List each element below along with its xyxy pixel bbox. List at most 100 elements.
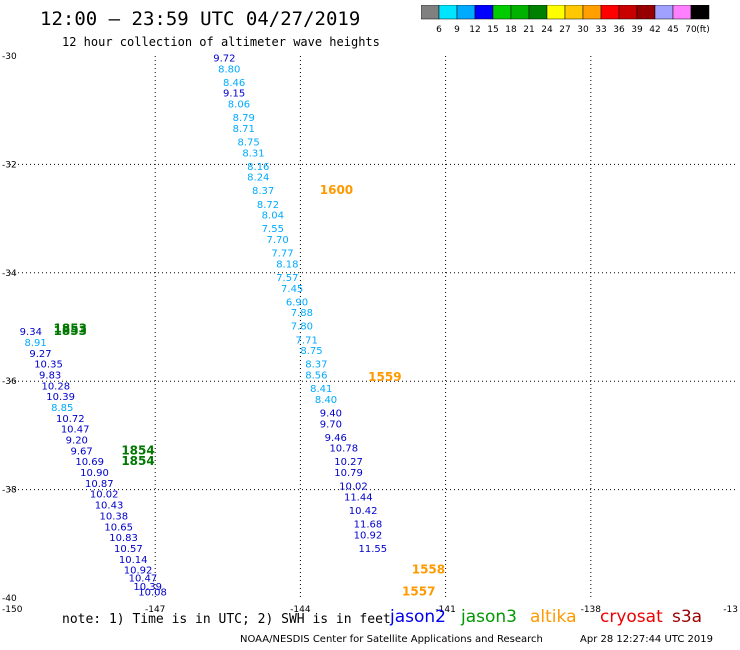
- swh-label-altika: 7.57: [276, 273, 298, 284]
- swh-label-jason3: 10.57: [114, 544, 143, 555]
- swh-label-altika: 7.45: [281, 284, 303, 295]
- swh-label-jason3: 9.34: [20, 327, 42, 338]
- map-subtitle: 12 hour collection of altimeter wave hei…: [62, 35, 380, 49]
- colorbar-swatch: [690, 5, 710, 20]
- lat-tick-label: -38: [2, 486, 17, 496]
- pass-time-label: 1559: [368, 370, 401, 384]
- colorbar-tick-label: 9: [454, 25, 460, 35]
- satellite-label-jason3: jason3: [461, 607, 517, 627]
- swh-label-jason3: 9.27: [29, 349, 51, 360]
- swh-label-jason3: 10.83: [109, 533, 138, 544]
- colorbar-tick-label: 45: [667, 25, 678, 35]
- swh-label-altika: 9.70: [320, 419, 342, 430]
- swh-label-jason3: 10.69: [75, 457, 104, 468]
- swh-label-jason3: 10.87: [85, 479, 114, 490]
- pass-time-label: 1558: [412, 563, 445, 577]
- swh-label-jason3: 10.92: [124, 566, 153, 577]
- colorbar-tick-label: 24: [541, 25, 553, 35]
- lon-tick-label: -138: [581, 605, 602, 615]
- colorbar-tick-label: 6: [436, 25, 442, 35]
- swh-label-jason3: 10.47: [61, 425, 90, 436]
- colorbar-tick-label: 15: [487, 25, 498, 35]
- swh-label-altika: 9.72: [213, 53, 235, 64]
- colorbar-tick-label: 27: [559, 25, 570, 35]
- swh-label-altika: 8.79: [233, 113, 255, 124]
- units-note: note: 1) Time is in UTC; 2) SWH is in fe…: [62, 612, 391, 627]
- colorbar-tick-label: 70: [685, 25, 697, 35]
- swh-label-altika: 8.37: [252, 186, 274, 197]
- swh-label-altika: 7.71: [296, 335, 318, 346]
- swh-label-altika: 8.46: [223, 78, 245, 89]
- swh-label-jason3: 9.67: [71, 446, 93, 457]
- swh-label-altika: 8.56: [305, 370, 327, 381]
- satellite-label-altika: altika: [530, 607, 577, 627]
- map-title: 12:00 – 23:59 UTC 04/27/2019: [40, 8, 361, 30]
- colorbar-tick-label: 21: [523, 25, 534, 35]
- swh-label-jason3: 10.39: [46, 392, 75, 403]
- pass-time-label: 1854: [121, 443, 154, 457]
- lat-tick-label: -34: [2, 269, 17, 279]
- pass-time-label: 1853: [54, 324, 87, 338]
- colorbar-tick-label: 12: [469, 25, 480, 35]
- swh-label-altika: 8.75: [237, 137, 259, 148]
- colorbar-tick-label: 33: [595, 25, 606, 35]
- swh-label-altika: 8.71: [233, 124, 255, 135]
- swh-label-altika: 7.80: [291, 322, 313, 333]
- swh-label-altika: 8.37: [305, 360, 327, 371]
- satellite-label-cryosat: cryosat: [600, 607, 663, 627]
- colorbar-tick-label: 42: [649, 25, 660, 35]
- swh-label-altika: 10.92: [354, 530, 383, 541]
- lon-tick-label: -141: [435, 605, 455, 615]
- swh-label-jason3: 10.38: [100, 511, 129, 522]
- swh-label-altika: 11.55: [358, 544, 387, 555]
- swh-label-altika: 8.06: [228, 99, 250, 110]
- colorbar-unit: (ft): [696, 25, 710, 35]
- swh-label-altika: 7.55: [262, 224, 284, 235]
- colorbar-tick-label: 18: [505, 25, 517, 35]
- lat-tick-label: -40: [2, 594, 17, 604]
- generated-timestamp: Apr 28 12:27:44 UTC 2019: [580, 634, 713, 645]
- pass-time-label: 1557: [402, 584, 435, 598]
- lon-tick-label: -13: [723, 605, 738, 615]
- swh-label-jason3: 10.14: [119, 555, 148, 566]
- swh-label-altika: 11.68: [354, 520, 383, 531]
- swh-label-altika: 8.80: [218, 64, 240, 75]
- lon-tick-label: -147: [145, 605, 165, 615]
- color-scale-legend: 6 9 12 15 18 21 24 27 30 33 36 39 42 45 70 (ft): [421, 5, 710, 35]
- swh-label-altika: 8.72: [257, 200, 279, 211]
- swh-label-altika: 8.16: [247, 162, 269, 173]
- pass-time-label: 1854: [121, 454, 154, 468]
- swh-label-jason3: 10.39: [133, 582, 162, 593]
- swh-label-altika: 7.88: [291, 308, 313, 319]
- pass-time-label: 1600: [320, 183, 353, 197]
- swh-label-jason3: 10.08: [138, 587, 167, 598]
- swh-label-jason3: 10.35: [34, 360, 63, 371]
- swh-label-altika: 10.78: [329, 444, 358, 455]
- swh-label-jason3: 10.28: [41, 381, 70, 392]
- colorbar-tick-label: 39: [631, 25, 643, 35]
- colorbar-tick-label: 30: [577, 25, 589, 35]
- lat-tick-label: -30: [2, 52, 17, 62]
- swh-label-altika: 10.02: [339, 482, 368, 493]
- colorbar-tick-label: 36: [613, 25, 625, 35]
- swh-label-altika: 7.77: [271, 249, 293, 260]
- swh-label-jason3: 8.91: [25, 338, 47, 349]
- lon-tick-label: -150: [2, 605, 23, 615]
- swh-label-jason3: 10.43: [95, 501, 124, 512]
- swh-label-jason3: 9.20: [66, 436, 88, 447]
- swh-label-altika: 8.75: [300, 346, 322, 357]
- credit-line: NOAA/NESDIS Center for Satellite Applica…: [240, 634, 543, 645]
- satellite-label-s3a: s3a: [672, 607, 703, 627]
- swh-label-jason3: 8.85: [51, 403, 73, 414]
- swh-label-altika: 9.15: [223, 89, 245, 100]
- swh-label-altika: 11.44: [344, 492, 373, 503]
- swh-label-jason3: 10.90: [80, 468, 109, 479]
- lat-tick-label: -36: [2, 377, 17, 387]
- swh-label-altika: 8.41: [310, 384, 332, 395]
- swh-label-altika: 8.24: [247, 173, 269, 184]
- swh-label-altika: 10.79: [334, 468, 363, 479]
- swh-label-altika: 9.46: [325, 433, 347, 444]
- swh-label-altika: 8.04: [262, 211, 284, 222]
- pass-time-label: 1853: [54, 321, 87, 335]
